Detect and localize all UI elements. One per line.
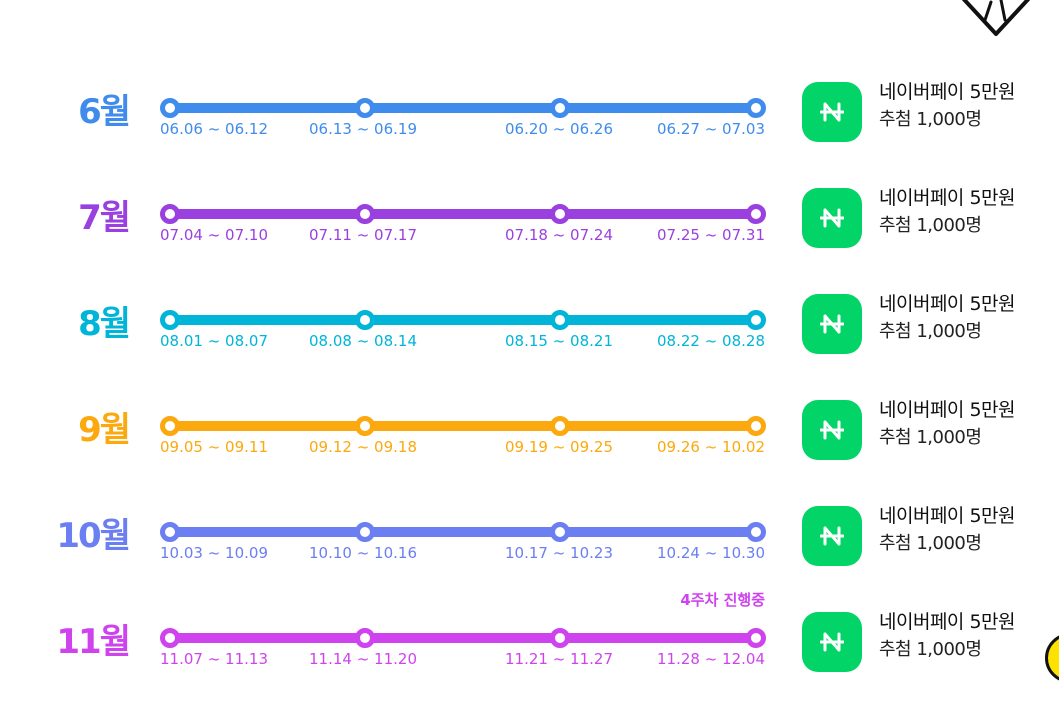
week-dot[interactable] <box>746 310 766 330</box>
prize-title: 네이버페이 5만원 <box>879 187 1016 209</box>
week-timeline <box>160 96 766 120</box>
timeline-line <box>170 103 756 113</box>
week-dot[interactable] <box>355 522 375 542</box>
week-range: 09.05 ~ 09.11 <box>160 438 268 456</box>
prize-count: 추첨 1,000명 <box>879 533 982 554</box>
week-dot[interactable] <box>160 522 180 542</box>
week-range: 07.11 ~ 07.17 <box>309 226 417 244</box>
week-dot[interactable] <box>160 628 180 648</box>
week-dot[interactable] <box>746 416 766 436</box>
prize-title: 네이버페이 5만원 <box>879 611 1016 633</box>
week-range: 08.15 ~ 08.21 <box>505 332 613 350</box>
week-range: 06.20 ~ 06.26 <box>505 120 613 138</box>
prize-title: 네이버페이 5만원 <box>879 399 1016 421</box>
month-label: 8월 <box>78 304 131 344</box>
week-range: 08.22 ~ 08.28 <box>657 332 765 350</box>
week-dot[interactable] <box>355 310 375 330</box>
prize-title: 네이버페이 5만원 <box>879 81 1016 103</box>
diamond-icon <box>961 0 1031 36</box>
month-label: 6월 <box>78 92 131 132</box>
week-range: 07.18 ~ 07.24 <box>505 226 613 244</box>
week-dot[interactable] <box>550 522 570 542</box>
naver-pay-icon <box>802 400 862 460</box>
progress-note: 4주차 진행중 <box>680 591 765 609</box>
month-row-10: 10월 10.03 ~ 10.09 10.10 ~ 10.16 10.17 ~ … <box>0 505 1059 596</box>
prize-count: 추첨 1,000명 <box>879 639 982 660</box>
prize-title: 네이버페이 5만원 <box>879 505 1016 527</box>
week-dot[interactable] <box>550 416 570 436</box>
timeline-line <box>170 421 756 431</box>
naver-pay-icon <box>802 294 862 354</box>
week-dot[interactable] <box>355 204 375 224</box>
naver-pay-icon <box>802 188 862 248</box>
timeline-line <box>170 633 756 643</box>
week-dot[interactable] <box>746 628 766 648</box>
naver-pay-icon <box>802 506 862 566</box>
week-dot[interactable] <box>355 628 375 648</box>
prize-title: 네이버페이 5만원 <box>879 293 1016 315</box>
week-range: 07.04 ~ 07.10 <box>160 226 268 244</box>
week-dot[interactable] <box>355 98 375 118</box>
week-dot[interactable] <box>160 416 180 436</box>
week-dot[interactable] <box>160 98 180 118</box>
month-label: 7월 <box>78 198 131 238</box>
timeline-line <box>170 315 756 325</box>
week-range: 10.24 ~ 10.30 <box>657 544 765 562</box>
week-range: 10.03 ~ 10.09 <box>160 544 268 562</box>
week-range: 11.07 ~ 11.13 <box>160 650 268 668</box>
week-range: 09.26 ~ 10.02 <box>657 438 765 456</box>
timeline-line <box>170 209 756 219</box>
month-label: 9월 <box>78 410 131 450</box>
month-row-6: 6월 06.06 ~ 06.12 06.13 ~ 06.19 06.20 ~ 0… <box>0 81 1059 172</box>
month-label: 11월 <box>56 622 131 662</box>
week-dot[interactable] <box>550 98 570 118</box>
week-dot[interactable] <box>746 204 766 224</box>
week-dot[interactable] <box>355 416 375 436</box>
week-range: 08.08 ~ 08.14 <box>309 332 417 350</box>
week-dot[interactable] <box>160 310 180 330</box>
week-range: 08.01 ~ 08.07 <box>160 332 268 350</box>
prize-count: 추첨 1,000명 <box>879 427 982 448</box>
week-dot[interactable] <box>550 204 570 224</box>
week-timeline <box>160 202 766 226</box>
month-label: 10월 <box>56 516 131 556</box>
prize-count: 추첨 1,000명 <box>879 215 982 236</box>
prize-count: 추첨 1,000명 <box>879 109 982 130</box>
timeline-line <box>170 527 756 537</box>
week-timeline <box>160 414 766 438</box>
month-row-8: 8월 08.01 ~ 08.07 08.08 ~ 08.14 08.15 ~ 0… <box>0 293 1059 384</box>
week-range: 11.14 ~ 11.20 <box>309 650 417 668</box>
week-range: 06.27 ~ 07.03 <box>657 120 765 138</box>
week-range: 06.13 ~ 06.19 <box>309 120 417 138</box>
week-dot[interactable] <box>550 628 570 648</box>
week-range: 09.12 ~ 09.18 <box>309 438 417 456</box>
month-row-9: 9월 09.05 ~ 09.11 09.12 ~ 09.18 09.19 ~ 0… <box>0 399 1059 490</box>
week-range: 11.21 ~ 11.27 <box>505 650 613 668</box>
week-dot[interactable] <box>746 522 766 542</box>
week-range: 09.19 ~ 09.25 <box>505 438 613 456</box>
month-row-11: 4주차 진행중 11월 11.07 ~ 11.13 11.14 ~ 11.20 … <box>0 591 1059 701</box>
week-timeline <box>160 308 766 332</box>
prize-count: 추첨 1,000명 <box>879 321 982 342</box>
naver-pay-icon <box>802 82 862 142</box>
week-range: 07.25 ~ 07.31 <box>657 226 765 244</box>
week-timeline <box>160 520 766 544</box>
week-range: 10.10 ~ 10.16 <box>309 544 417 562</box>
week-dot[interactable] <box>160 204 180 224</box>
naver-pay-icon <box>802 612 862 672</box>
week-dot[interactable] <box>550 310 570 330</box>
week-range: 06.06 ~ 06.12 <box>160 120 268 138</box>
week-range: 11.28 ~ 12.04 <box>657 650 765 668</box>
week-range: 10.17 ~ 10.23 <box>505 544 613 562</box>
week-timeline <box>160 626 766 650</box>
week-dot[interactable] <box>746 98 766 118</box>
month-row-7: 7월 07.04 ~ 07.10 07.11 ~ 07.17 07.18 ~ 0… <box>0 187 1059 278</box>
